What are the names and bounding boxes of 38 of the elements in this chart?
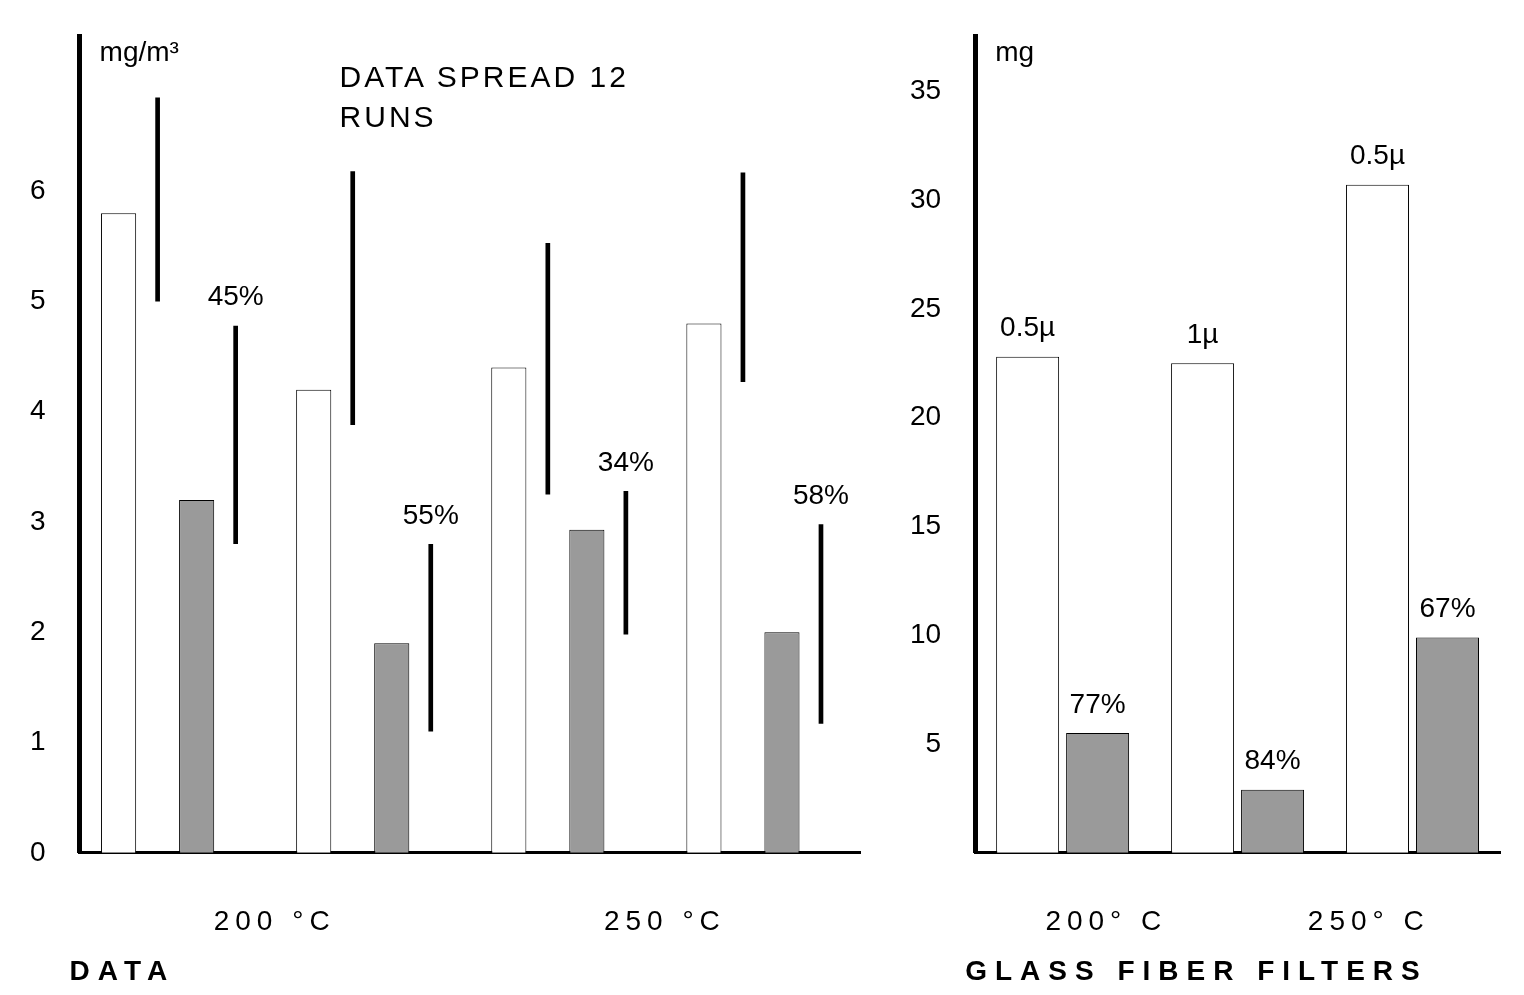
y-axis-title: mg/m³: [99, 35, 179, 67]
bar: [350, 171, 356, 425]
annotation: 1µ: [1186, 317, 1219, 349]
text: 200° C: [1045, 905, 1168, 937]
bar: [155, 97, 160, 302]
y-tick-label: 35: [909, 73, 942, 105]
annotation: 55%: [402, 498, 459, 530]
text: 250 °C: [603, 905, 726, 937]
y-tick-label: 10: [909, 617, 942, 649]
annotation: 58%: [792, 478, 849, 510]
text: 250° C: [1307, 905, 1430, 937]
y-tick-label: 6: [29, 173, 46, 205]
y-tick-label: 25: [909, 291, 942, 323]
y-tick-label: 30: [909, 182, 942, 214]
annotation: 67%: [1419, 592, 1476, 624]
y-tick-label: 3: [29, 504, 46, 536]
y-tick-label: 0: [29, 835, 46, 867]
bar: [545, 243, 551, 495]
text: DATA SPREAD 12 RUNS: [339, 58, 630, 135]
y-tick-label: 4: [29, 394, 46, 426]
x-axis-title: DATA: [69, 955, 176, 987]
x-axis-title: GLASS FIBER FILTERS: [965, 955, 1428, 987]
bar: [428, 544, 434, 732]
y-tick-label: 2: [29, 614, 46, 646]
text: 200 °C: [213, 905, 336, 937]
y-tick-label: 15: [909, 509, 942, 541]
annotation: 77%: [1069, 687, 1126, 719]
y-tick-label: 20: [909, 400, 942, 432]
y-tick-label: 1: [29, 725, 46, 757]
annotation: 84%: [1244, 744, 1301, 776]
annotation: 0.5µ: [1000, 311, 1056, 343]
annotation: 45%: [207, 280, 264, 312]
y-tick-label: 5: [925, 726, 942, 758]
annotation: 0.5µ: [1350, 139, 1406, 171]
y-tick-label: 5: [29, 284, 46, 316]
bar: [233, 325, 238, 545]
annotation: 34%: [597, 445, 654, 477]
y-axis-title: mg: [995, 35, 1035, 67]
